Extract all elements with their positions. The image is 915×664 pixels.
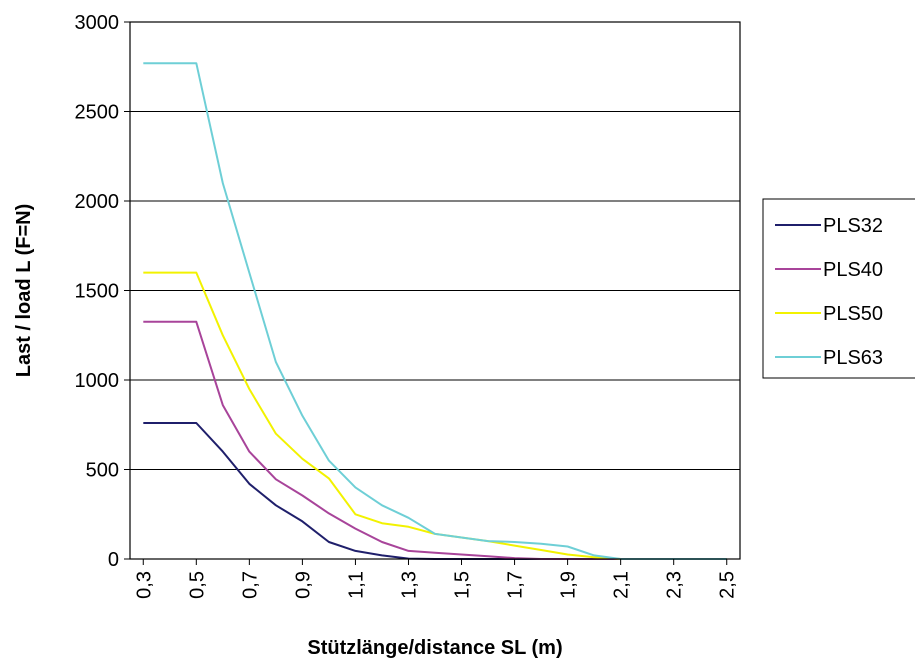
x-tick-label: 1,5: [452, 571, 474, 599]
x-tick-label: 0,7: [239, 571, 261, 599]
y-tick-label: 3000: [75, 12, 120, 34]
y-tick-label: 2500: [75, 102, 120, 124]
legend-label-pls32: PLS32: [823, 215, 883, 237]
x-tick-label: 1,9: [558, 571, 580, 599]
y-tick-label: 1000: [75, 370, 120, 392]
x-tick-label: 0,9: [292, 571, 314, 599]
x-tick-label: 2,1: [611, 571, 633, 599]
x-tick-label: 1,7: [505, 571, 527, 599]
y-tick-label: 1500: [75, 281, 120, 303]
series-line-pls32: [143, 422, 727, 560]
x-axis-title: Stützlänge/distance SL (m): [307, 637, 562, 659]
series-line-pls40: [143, 320, 727, 560]
x-axis: 0,3 0,5 0,7 0,9 1,1 1,3 1,5 1,7 1,9 2,1 2,3 2,5: [133, 559, 739, 599]
x-tick-label: 1,1: [345, 571, 367, 599]
y-tick-label: 500: [86, 460, 119, 482]
y-tick-label: 2000: [75, 191, 120, 213]
legend: PLS32 PLS40 PLS50 PLS63: [762, 198, 915, 379]
legend-label-pls63: PLS63: [823, 347, 883, 369]
legend-box: [762, 198, 915, 379]
series-lines: [143, 62, 727, 560]
y-axis: 0 500 1000 1500 2000 2500 3000: [75, 12, 130, 571]
legend-label-pls50: PLS50: [823, 303, 883, 325]
y-axis-title: Last / load L (F=N): [13, 204, 35, 378]
x-tick-label: 1,3: [398, 571, 420, 599]
x-tick-label: 2,5: [717, 571, 739, 599]
series-line-pls63: [143, 62, 727, 560]
series-line-pls50: [143, 271, 727, 560]
y-tick-label: 0: [108, 549, 119, 571]
x-tick-label: 0,3: [133, 571, 155, 599]
x-tick-label: 0,5: [186, 571, 208, 599]
grid-lines: [130, 111, 740, 470]
legend-label-pls40: PLS40: [823, 259, 883, 281]
x-tick-label: 2,3: [664, 571, 686, 599]
